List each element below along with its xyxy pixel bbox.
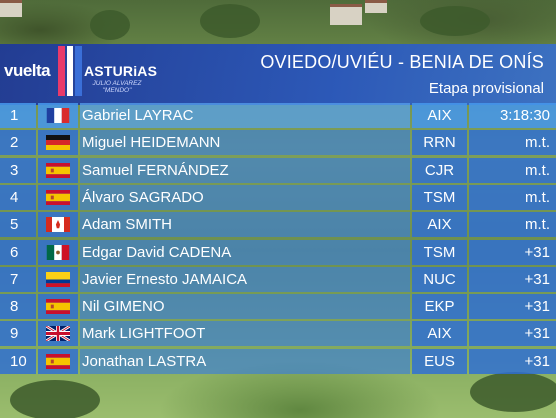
- flag-icon-ca: [38, 212, 78, 237]
- position: 4: [0, 185, 36, 210]
- flag-icon-fr: [38, 103, 78, 128]
- team-code: CJR: [412, 158, 467, 183]
- time-gap: m.t.: [469, 212, 556, 237]
- time-gap: 3:18:30: [469, 103, 556, 128]
- background-house: [0, 0, 22, 17]
- position: 9: [0, 321, 36, 346]
- position: 8: [0, 294, 36, 319]
- rider-name: Miguel HEIDEMANN: [80, 130, 410, 155]
- rider-name: Edgar David CADENA: [80, 240, 410, 265]
- team-code: TSM: [412, 185, 467, 210]
- time-gap: +31: [469, 321, 556, 346]
- result-row: 3 Samuel FERNÁNDEZ CJR m.t.: [0, 158, 556, 183]
- time-gap: m.t.: [469, 130, 556, 155]
- position: 1: [0, 103, 36, 128]
- team-code: TSM: [412, 240, 467, 265]
- team-code: EUS: [412, 349, 467, 374]
- rider-name: Nil GIMENO: [80, 294, 410, 319]
- rider-name: Álvaro SAGRADO: [80, 185, 410, 210]
- time-gap: +31: [469, 240, 556, 265]
- team-code: AIX: [412, 103, 467, 128]
- logo-word-vuelta: vuelta: [4, 61, 51, 80]
- position: 2: [0, 130, 36, 155]
- result-row: 8 Nil GIMENO EKP +31: [0, 294, 556, 319]
- result-row: 5 Adam SMITH AIX m.t.: [0, 212, 556, 237]
- result-row: 4 Álvaro SAGRADO TSM m.t.: [0, 185, 556, 210]
- background-tree: [470, 372, 556, 412]
- flag-icon-es: [38, 158, 78, 183]
- time-gap: +31: [469, 267, 556, 292]
- team-code: RRN: [412, 130, 467, 155]
- flag-icon-gb: [38, 321, 78, 346]
- flag-icon-mx: [38, 240, 78, 265]
- time-gap: m.t.: [469, 185, 556, 210]
- header-bar: [0, 44, 556, 105]
- background-house: [365, 0, 387, 13]
- logo-word-asturias: ASTURiAS: [84, 63, 158, 79]
- background-tree: [420, 6, 490, 36]
- result-row: 9 Mark LIGHTFOOT AIX +31: [0, 321, 556, 346]
- background-tree: [90, 10, 130, 40]
- rider-name: Adam SMITH: [80, 212, 410, 237]
- position: 5: [0, 212, 36, 237]
- rider-name: Gabriel LAYRAC: [80, 103, 410, 128]
- position: 7: [0, 267, 36, 292]
- result-row: 6 Edgar David CADENA TSM +31: [0, 240, 556, 265]
- rider-name: Javier Ernesto JAMAICA: [80, 267, 410, 292]
- team-code: AIX: [412, 212, 467, 237]
- position: 6: [0, 240, 36, 265]
- race-logo: vuelta ASTURiAS JULIO ALVAREZ "MENDO": [0, 44, 165, 105]
- background-tree: [200, 4, 260, 38]
- logo-subtitle-line1: JULIO ALVAREZ: [92, 80, 142, 87]
- result-row: 10 Jonathan LASTRA EUS +31: [0, 349, 556, 374]
- flag-icon-es: [38, 349, 78, 374]
- rider-name: Jonathan LASTRA: [80, 349, 410, 374]
- logo-subtitle-line2: "MENDO": [102, 87, 132, 94]
- stage-title: OVIEDO/UVIÉU - BENIA DE ONÍS: [260, 52, 544, 72]
- team-code: EKP: [412, 294, 467, 319]
- team-code: NUC: [412, 267, 467, 292]
- flag-icon-es: [38, 294, 78, 319]
- rider-name: Mark LIGHTFOOT: [80, 321, 410, 346]
- background-tree: [10, 380, 100, 418]
- time-gap: +31: [469, 349, 556, 374]
- flag-icon-co: [38, 267, 78, 292]
- result-row: 1 Gabriel LAYRAC AIX 3:18:30: [0, 103, 556, 128]
- logo-stripes: [58, 46, 83, 96]
- flag-icon-de: [38, 130, 78, 155]
- stage-subtitle: Etapa provisional: [428, 80, 544, 97]
- result-row: 7 Javier Ernesto JAMAICA NUC +31: [0, 267, 556, 292]
- rider-name: Samuel FERNÁNDEZ: [80, 158, 410, 183]
- background-house: [330, 4, 362, 25]
- flag-icon-es: [38, 185, 78, 210]
- position: 10: [0, 349, 36, 374]
- logo-subtitle: JULIO ALVAREZ "MENDO": [92, 80, 142, 94]
- position: 3: [0, 158, 36, 183]
- time-gap: m.t.: [469, 158, 556, 183]
- team-code: AIX: [412, 321, 467, 346]
- time-gap: +31: [469, 294, 556, 319]
- result-row: 2 Miguel HEIDEMANN RRN m.t.: [0, 130, 556, 155]
